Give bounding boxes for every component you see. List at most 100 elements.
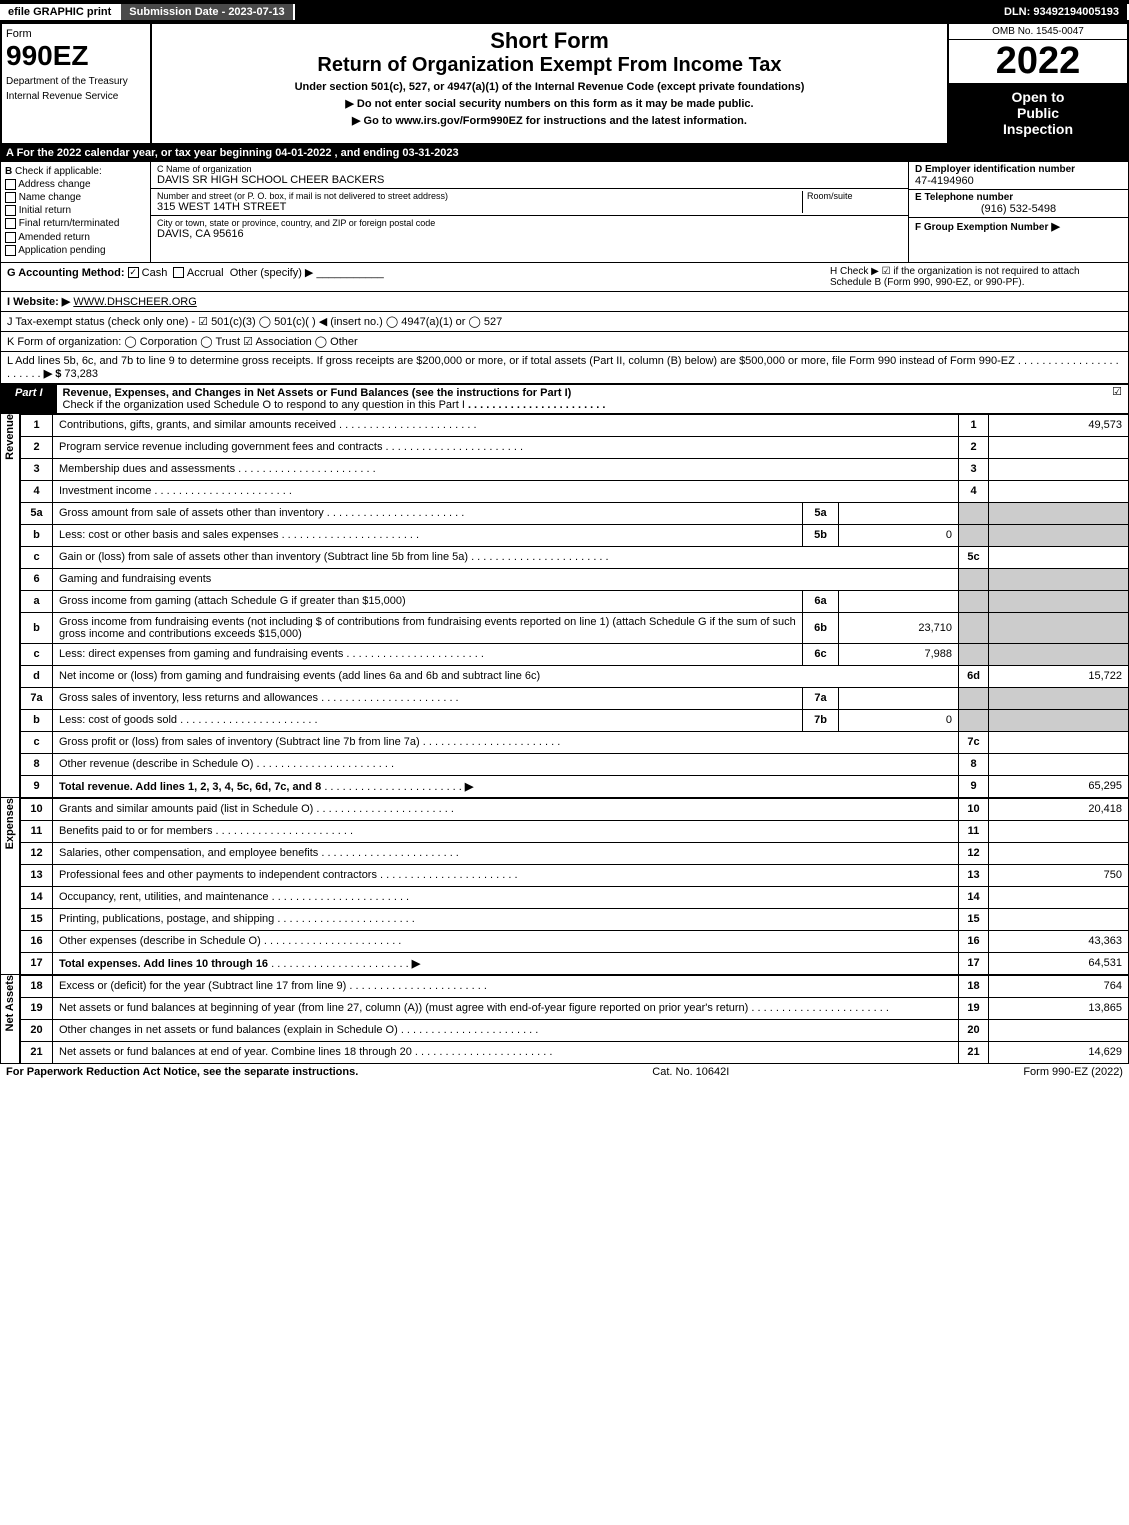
g-accrual: Accrual xyxy=(187,267,224,279)
table-row: 8Other revenue (describe in Schedule O)8 xyxy=(21,753,1129,775)
table-row: 21Net assets or fund balances at end of … xyxy=(21,1041,1129,1063)
footer-cat: Cat. No. 10642I xyxy=(652,1066,729,1078)
footer-right: Form 990-EZ (2022) xyxy=(1023,1066,1123,1078)
net-assets-table: 18Excess or (deficit) for the year (Subt… xyxy=(20,975,1129,1064)
ein-cell: D Employer identification number 47-4194… xyxy=(909,162,1128,190)
checkbox-icon[interactable] xyxy=(5,192,16,203)
expenses-table: 10Grants and similar amounts paid (list … xyxy=(20,798,1129,975)
b-opt-final[interactable]: Final return/terminated xyxy=(5,218,146,229)
checkbox-icon[interactable] xyxy=(173,267,184,278)
org-name-label: C Name of organization xyxy=(157,164,902,174)
open-to-public: Open to Public Inspection xyxy=(949,83,1127,143)
tel-label: E Telephone number xyxy=(915,192,1122,203)
under-section: Under section 501(c), 527, or 4947(a)(1)… xyxy=(156,81,943,93)
section-a: A For the 2022 calendar year, or tax yea… xyxy=(0,145,1129,161)
grp-label: F Group Exemption Number xyxy=(915,222,1048,233)
arrow-icon: ▶ xyxy=(465,781,473,793)
city-row: City or town, state or province, country… xyxy=(151,216,908,242)
table-row: 5aGross amount from sale of assets other… xyxy=(21,502,1129,524)
section-c: C Name of organization DAVIS SR HIGH SCH… xyxy=(151,162,908,262)
table-row: 7aGross sales of inventory, less returns… xyxy=(21,687,1129,709)
goto-link[interactable]: ▶ Go to www.irs.gov/Form990EZ for instru… xyxy=(156,114,943,127)
section-g-h: G Accounting Method: ✓ Cash Accrual Othe… xyxy=(0,263,1129,292)
b-opt-address[interactable]: Address change xyxy=(5,179,146,190)
return-title: Return of Organization Exempt From Incom… xyxy=(156,54,943,77)
dept-irs: Internal Revenue Service xyxy=(6,91,146,102)
street-label: Number and street (or P. O. box, if mail… xyxy=(157,191,802,201)
table-row: 17Total expenses. Add lines 10 through 1… xyxy=(21,952,1129,974)
net-assets-section: Net Assets 18Excess or (deficit) for the… xyxy=(0,975,1129,1064)
table-row: aGross income from gaming (attach Schedu… xyxy=(21,590,1129,612)
section-b-c-d: B Check if applicable: Address change Na… xyxy=(0,161,1129,263)
table-row: cGain or (loss) from sale of assets othe… xyxy=(21,546,1129,568)
table-row: 12Salaries, other compensation, and empl… xyxy=(21,842,1129,864)
table-row: 9Total revenue. Add lines 1, 2, 3, 4, 5c… xyxy=(21,775,1129,797)
table-row: bLess: cost or other basis and sales exp… xyxy=(21,524,1129,546)
header-left: Form 990EZ Department of the Treasury In… xyxy=(2,24,152,143)
b-opt-initial[interactable]: Initial return xyxy=(5,205,146,216)
submission-date: Submission Date - 2023-07-13 xyxy=(121,4,294,20)
l-value: 73,283 xyxy=(64,368,98,380)
footer-left: For Paperwork Reduction Act Notice, see … xyxy=(6,1066,358,1078)
table-row: 10Grants and similar amounts paid (list … xyxy=(21,798,1129,820)
checkbox-checked-icon[interactable]: ✓ xyxy=(128,267,139,278)
g-other: Other (specify) ▶ xyxy=(230,267,314,279)
header-right: OMB No. 1545-0047 2022 Open to Public In… xyxy=(947,24,1127,143)
part1-tab: Part I xyxy=(1,385,57,413)
section-l: L Add lines 5b, 6c, and 7b to line 9 to … xyxy=(0,352,1129,384)
checkbox-icon[interactable] xyxy=(5,218,16,229)
l-arrow: ▶ $ xyxy=(44,368,62,380)
city-label: City or town, state or province, country… xyxy=(157,218,435,228)
table-row: bLess: cost of goods sold7b0 xyxy=(21,709,1129,731)
table-row: 19Net assets or fund balances at beginni… xyxy=(21,997,1129,1019)
b-opt-name[interactable]: Name change xyxy=(5,192,146,203)
table-row: bGross income from fundraising events (n… xyxy=(21,612,1129,643)
b-opt-pending[interactable]: Application pending xyxy=(5,245,146,256)
checkbox-icon[interactable] xyxy=(5,179,16,190)
table-row: 2Program service revenue including gover… xyxy=(21,436,1129,458)
checkbox-icon[interactable] xyxy=(5,245,16,256)
room-label: Room/suite xyxy=(807,191,902,201)
open-line3: Inspection xyxy=(953,121,1123,137)
part1-header: Part I Revenue, Expenses, and Changes in… xyxy=(0,384,1129,414)
revenue-section: Revenue 1Contributions, gifts, grants, a… xyxy=(0,414,1129,798)
no-ssn-note: ▶ Do not enter social security numbers o… xyxy=(156,97,943,110)
table-row: dNet income or (loss) from gaming and fu… xyxy=(21,665,1129,687)
table-row: 14Occupancy, rent, utilities, and mainte… xyxy=(21,886,1129,908)
l-text: L Add lines 5b, 6c, and 7b to line 9 to … xyxy=(7,355,1015,367)
website-link[interactable]: WWW.DHSCHEER.ORG xyxy=(73,296,196,308)
top-bar: efile GRAPHIC print Submission Date - 20… xyxy=(0,0,1129,24)
dln-label: DLN: 93492194005193 xyxy=(996,4,1129,20)
table-row: 1Contributions, gifts, grants, and simil… xyxy=(21,414,1129,436)
expenses-section: Expenses 10Grants and similar amounts pa… xyxy=(0,798,1129,975)
table-row: 15Printing, publications, postage, and s… xyxy=(21,908,1129,930)
street-value: 315 WEST 14TH STREET xyxy=(157,201,802,213)
table-row: 20Other changes in net assets or fund ba… xyxy=(21,1019,1129,1041)
checkbox-icon[interactable] xyxy=(5,232,16,243)
section-h: H Check ▶ ☑ if the organization is not r… xyxy=(822,266,1122,288)
ein-label: D Employer identification number xyxy=(915,164,1122,175)
form-word: Form xyxy=(6,28,146,40)
b-header: B xyxy=(5,166,12,177)
form-header: Form 990EZ Department of the Treasury In… xyxy=(0,24,1129,145)
g-label: G Accounting Method: xyxy=(7,267,125,279)
table-row: 11Benefits paid to or for members11 xyxy=(21,820,1129,842)
dot-leader xyxy=(468,399,606,411)
table-row: 16Other expenses (describe in Schedule O… xyxy=(21,930,1129,952)
table-row: 4Investment income4 xyxy=(21,480,1129,502)
section-d-e-f: D Employer identification number 47-4194… xyxy=(908,162,1128,262)
ein-value: 47-4194960 xyxy=(915,175,1122,187)
b-check: Check if applicable: xyxy=(15,166,102,177)
b-opt-amended[interactable]: Amended return xyxy=(5,232,146,243)
part1-sub: Check if the organization used Schedule … xyxy=(63,399,465,411)
part1-check[interactable]: ☑ xyxy=(1106,385,1128,413)
open-line2: Public xyxy=(953,105,1123,121)
short-form-title: Short Form xyxy=(156,28,943,54)
tel-value: (916) 532-5498 xyxy=(915,203,1122,215)
g-cash: Cash xyxy=(142,267,168,279)
checkbox-icon[interactable] xyxy=(5,205,16,216)
efile-label: efile GRAPHIC print xyxy=(0,4,121,20)
open-line1: Open to xyxy=(953,89,1123,105)
org-name-row: C Name of organization DAVIS SR HIGH SCH… xyxy=(151,162,908,189)
table-row: 13Professional fees and other payments t… xyxy=(21,864,1129,886)
